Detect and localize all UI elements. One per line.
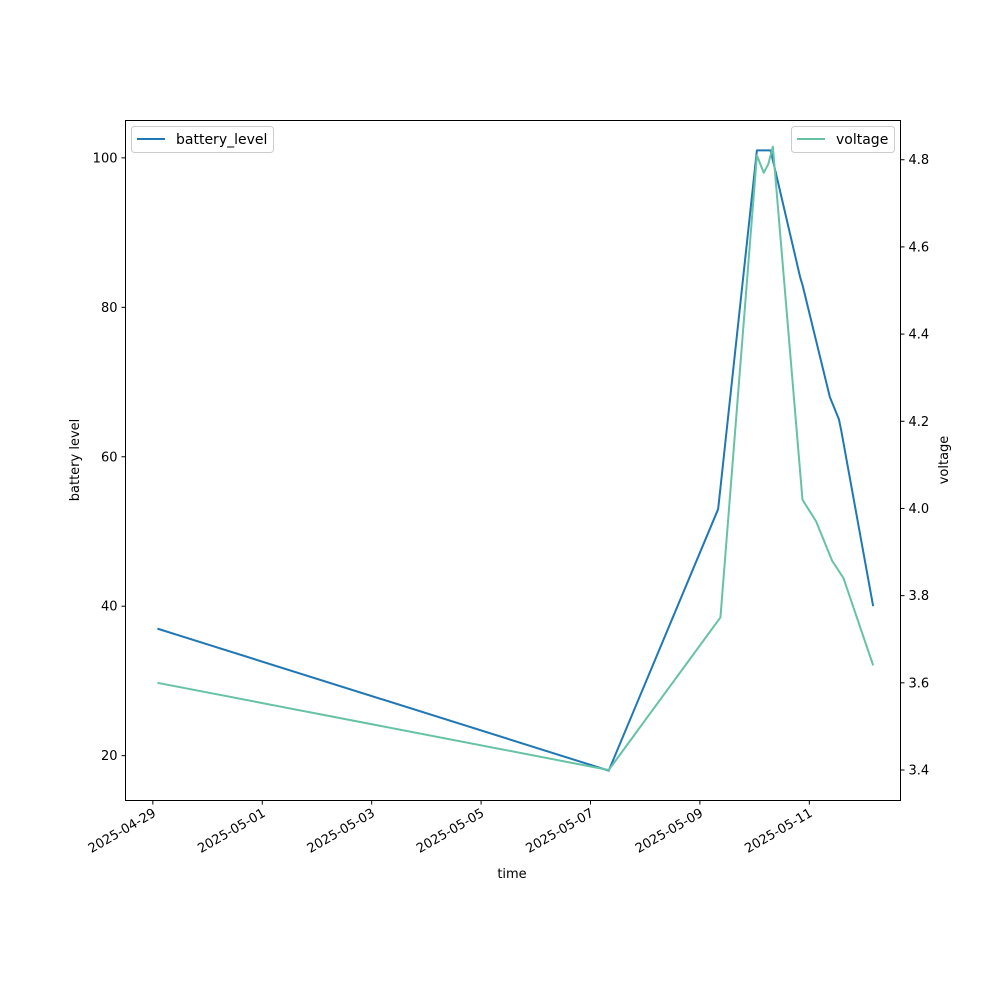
legend-left-label: battery_level [176,132,267,148]
plot-frame [125,120,901,801]
series-line-battery_level [157,149,875,772]
y-axis-right: 3.4 3.6 3.8 4.0 4.2 4.4 4.6 4.8 [900,153,930,778]
legend-left: battery_level [131,126,274,153]
y-right-tick-label: 3.8 [909,589,930,604]
y-axis-left-label: battery level [68,419,83,502]
legend-right: voltage [791,126,895,153]
y-left-tick-label: 40 [101,600,118,615]
legend-right-box [791,126,895,153]
y-right-tick-label: 4.4 [909,328,930,343]
legend-left-box [131,126,274,153]
x-axis-label: time [497,867,526,882]
y-left-tick-label: 100 [93,151,118,166]
y-right-tick-label: 4.6 [909,240,930,255]
y-left-tick-label: 60 [101,450,118,465]
series-layer [157,145,875,772]
y-left-tick-label: 80 [101,301,118,316]
y-right-tick-label: 4.0 [909,502,930,517]
y-right-tick-label: 4.2 [909,415,930,430]
legend-right-label: voltage [836,132,888,148]
y-axis-left: 20 40 60 80 100 [93,151,126,764]
y-left-tick-label: 20 [101,749,118,764]
y-right-tick-label: 3.6 [909,676,930,691]
y-right-tick-label: 3.4 [909,763,930,778]
series-line-voltage [157,145,875,771]
y-right-tick-label: 4.8 [909,153,930,168]
y-axis-right-label: voltage [937,436,952,485]
